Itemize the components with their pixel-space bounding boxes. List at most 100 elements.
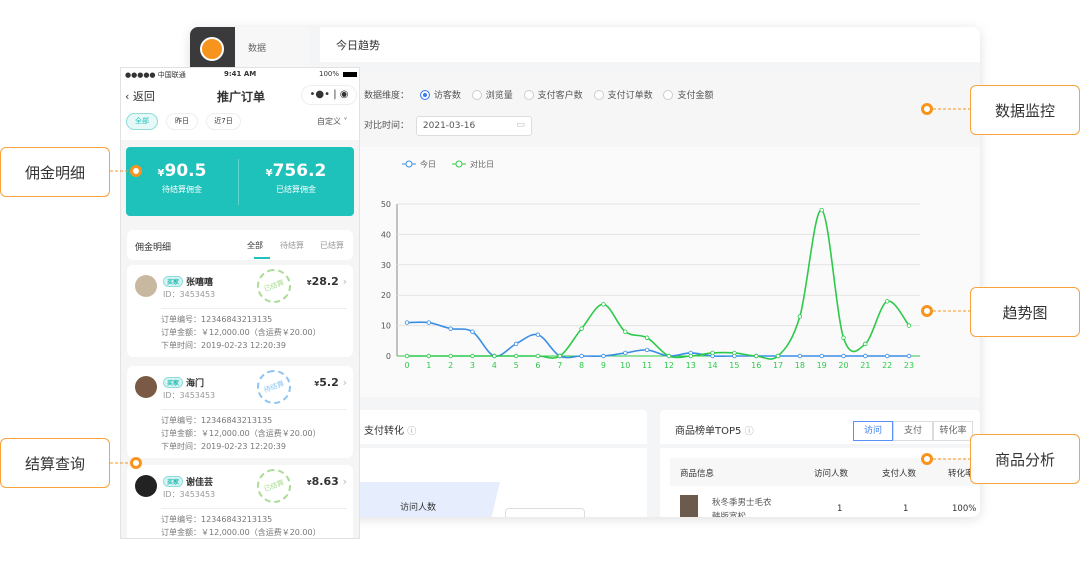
- x-tick-label: 13: [686, 361, 696, 370]
- col-visits: 访问人数: [814, 469, 849, 479]
- back-button[interactable]: ‹ 返回: [125, 90, 155, 103]
- buyer-id: ID：3453453: [163, 391, 216, 400]
- dimension-row: 数据维度： 访客数 浏览量 支付客户数 支付订单数 支付金额: [364, 88, 713, 101]
- filter-yesterday[interactable]: 昨日: [166, 113, 198, 130]
- order-card[interactable]: 买家 海门 ID：3453453 ¥5.2 › 待结算 订单编号：12346843…: [127, 365, 353, 458]
- commission-summary: ¥90.5 待结算佣金 ¥756.2 已结算佣金: [126, 147, 354, 216]
- radio-paying-customers[interactable]: [523, 90, 534, 100]
- radio-pageviews[interactable]: [471, 90, 482, 100]
- data-point: [470, 329, 475, 334]
- help-icon[interactable]: ⓘ: [744, 427, 754, 437]
- radio-visitors[interactable]: [419, 90, 430, 100]
- dimension-option[interactable]: 支付订单数: [607, 91, 653, 101]
- data-point: [404, 353, 410, 359]
- order-card[interactable]: 买家 张嘻嘻 ID：3453453 ¥28.2 › 已结算 订单编号：123468…: [127, 264, 353, 357]
- pending-label: 待结算佣金: [162, 185, 202, 194]
- radio-paid-amount[interactable]: [663, 90, 674, 100]
- tab-visits[interactable]: 访问: [853, 421, 893, 441]
- data-point: [863, 341, 868, 347]
- back-label: 返回: [132, 90, 155, 103]
- capsule-menu[interactable]: •●• | ◉: [301, 85, 357, 105]
- help-icon[interactable]: ⓘ: [407, 427, 417, 437]
- x-tick-label: 14: [707, 361, 717, 370]
- callout-monitor: 数据监控: [970, 85, 1080, 135]
- order-amount: 订单金额：￥12,000.00（含运费￥20.00）: [161, 429, 321, 438]
- currency: ¥: [157, 168, 165, 179]
- x-tick-label: 0: [404, 361, 409, 370]
- rate-value: 100%: [952, 504, 977, 514]
- chevron-right-icon[interactable]: ›: [342, 275, 347, 288]
- callout-product: 商品分析: [970, 434, 1080, 484]
- buyer-id: ID：3453453: [163, 490, 216, 499]
- y-tick-label: 40: [381, 230, 391, 239]
- dimension-option[interactable]: 支付金额: [677, 91, 714, 101]
- dimension-option[interactable]: 访客数: [433, 91, 461, 101]
- x-tick-label: 9: [601, 361, 606, 370]
- dimension-option[interactable]: 支付客户数: [537, 91, 583, 101]
- buyer-tag: 买家: [163, 377, 184, 388]
- order-time: 下单时间：2019-02-23 12:20:39: [161, 442, 286, 451]
- filter-all[interactable]: 全部: [126, 113, 158, 130]
- data-point: [557, 353, 562, 359]
- tab-settled[interactable]: 已结算: [320, 241, 344, 250]
- sidebar-item-data[interactable]: 数据: [248, 44, 267, 54]
- chevron-right-icon[interactable]: ›: [342, 376, 347, 389]
- data-point: [644, 347, 650, 353]
- date-value: 2021-03-16: [422, 121, 476, 131]
- commission-amount: 8.63: [311, 475, 339, 488]
- x-tick-label: 3: [470, 361, 475, 370]
- battery: 100%: [319, 70, 340, 78]
- compare-date-input[interactable]: 2021-03-16 ▭: [415, 116, 532, 136]
- marker-dot: [130, 457, 142, 469]
- data-point: [884, 353, 890, 359]
- x-tick-label: 18: [795, 361, 805, 370]
- data-point: [688, 353, 693, 359]
- dimension-option[interactable]: 浏览量: [485, 91, 513, 101]
- calendar-icon[interactable]: ▭: [516, 120, 525, 130]
- data-point: [623, 350, 628, 356]
- tab-all[interactable]: 全部: [247, 241, 263, 250]
- data-point: [797, 353, 803, 359]
- series-line-1: [407, 209, 910, 360]
- order-amount: 订单金额：￥12,000.00（含运费￥20.00）: [161, 328, 321, 337]
- table-row[interactable]: 秋冬季男士毛衣韩版宽松 1 1 100%: [670, 492, 980, 517]
- top5-title: 商品榜单TOP5: [675, 426, 742, 437]
- tab-conversion[interactable]: 转化率: [933, 421, 973, 441]
- data-point: [819, 353, 824, 359]
- marker-dot: [921, 305, 933, 317]
- marker-dot: [921, 103, 933, 115]
- custom-filter[interactable]: 自定义 ˅: [317, 117, 348, 126]
- data-point: [819, 207, 824, 213]
- x-tick-label: 20: [838, 361, 848, 370]
- product-name[interactable]: 秋冬季男士毛衣韩版宽松: [712, 498, 772, 517]
- avatar: [135, 475, 157, 497]
- avatar: [135, 275, 157, 297]
- radio-paid-orders[interactable]: [593, 90, 604, 100]
- order-amount: 订单金额：￥12,000.00（含运费￥20.00）: [161, 528, 321, 537]
- tab-pending[interactable]: 待结算: [280, 241, 304, 250]
- data-point: [448, 326, 453, 331]
- data-point: [535, 332, 541, 337]
- data-point: [513, 353, 519, 359]
- marker-dot: [130, 165, 142, 177]
- avatar: [135, 376, 157, 398]
- x-tick-label: 1: [426, 361, 431, 370]
- section-header: 今日趋势: [320, 27, 980, 62]
- custom-label: 自定义: [317, 117, 341, 126]
- order-card[interactable]: 买家 谢佳芸 ID：3453453 ¥8.63 › 已结算 订单编号：123468…: [127, 464, 353, 538]
- x-tick-label: 19: [817, 361, 827, 370]
- legend-marker: [405, 160, 413, 168]
- data-point: [492, 353, 497, 359]
- x-tick-label: 16: [751, 361, 761, 370]
- filter-7days[interactable]: 近7日: [206, 113, 241, 130]
- funnel-label: 访问人数: [400, 503, 437, 513]
- legend-label: 对比日: [470, 159, 494, 169]
- compare-row: 对比时间： 2021-03-16 ▭: [364, 116, 532, 136]
- product-thumbnail: [680, 495, 698, 517]
- visits-value: 1: [837, 504, 843, 514]
- buyer-name: 海门: [186, 379, 205, 389]
- tab-payment[interactable]: 支付: [893, 421, 933, 441]
- y-tick-label: 10: [381, 322, 391, 331]
- chevron-right-icon[interactable]: ›: [342, 475, 347, 488]
